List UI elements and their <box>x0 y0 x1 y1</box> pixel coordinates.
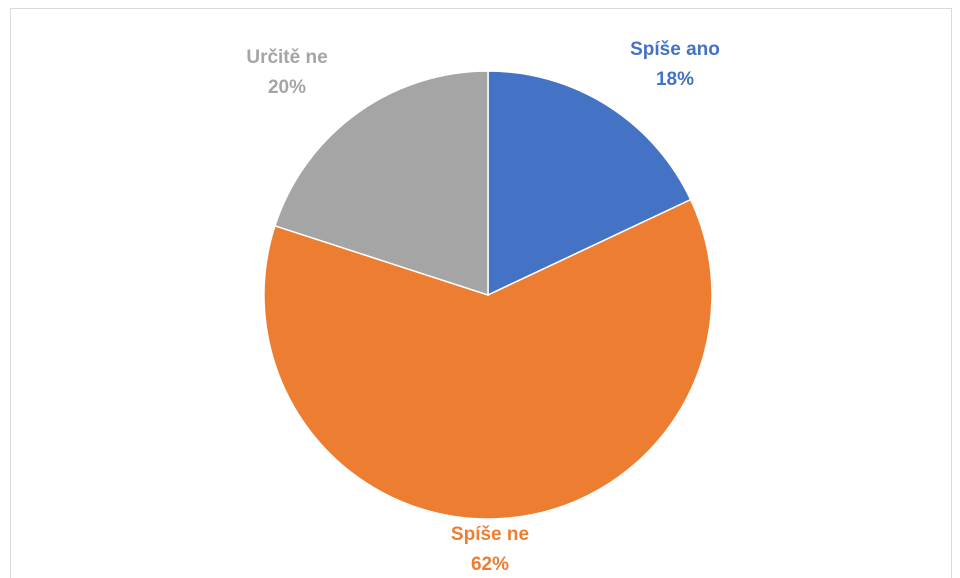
pie-slice <box>274 70 489 297</box>
slice-label-value: 62% <box>471 554 509 575</box>
pie-slice <box>263 198 713 520</box>
slice-label-value: 18% <box>656 69 694 90</box>
slice-label-value: 20% <box>268 77 306 98</box>
slice-label-name: Spíše ne <box>451 524 529 545</box>
pie-slice <box>487 70 692 297</box>
slice-label-name: Spíše ano <box>630 39 720 60</box>
slice-label-name: Určitě ne <box>246 47 327 68</box>
